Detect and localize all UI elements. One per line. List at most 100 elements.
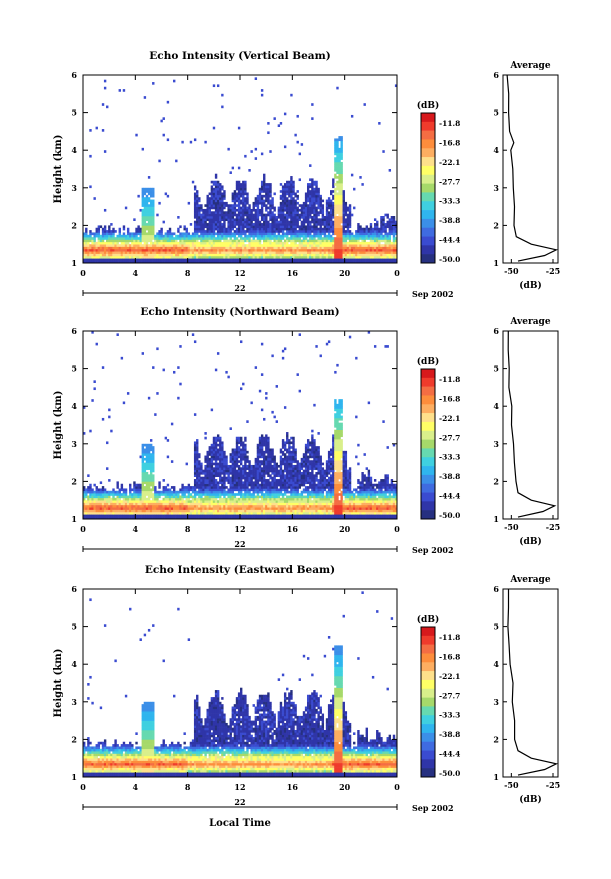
colorbar-label: -38.8 <box>439 472 460 481</box>
colorbar-label: -11.8 <box>439 633 460 642</box>
average-title: Average <box>509 317 550 327</box>
heatmap-cells <box>83 331 397 519</box>
y-tick-label: 6 <box>71 584 77 594</box>
colorbar-segment <box>421 245 435 254</box>
colorbar-segment <box>421 210 435 219</box>
colorbar-segment <box>421 751 435 760</box>
colorbar-segment <box>421 510 435 519</box>
y-tick-label: 6 <box>71 70 77 80</box>
panel-1: Echo Intensity (Vertical Beam)123456Heig… <box>53 50 560 299</box>
colorbar-label: -16.8 <box>439 138 460 147</box>
colorbar-segment <box>421 440 435 449</box>
colorbar-segment <box>421 715 435 724</box>
colorbar-segment <box>421 395 435 404</box>
date-month-label: Sep 2002 <box>412 289 454 299</box>
y-tick-label: 1 <box>71 772 77 782</box>
colorbar-segment <box>421 448 435 457</box>
colorbar-segment <box>421 689 435 698</box>
average-y-tick-label: 6 <box>493 326 499 336</box>
colorbar-segment <box>421 457 435 466</box>
average-x-tick-label: -25 <box>546 522 560 532</box>
colorbar-label: -44.4 <box>439 492 460 501</box>
colorbar-segment <box>421 733 435 742</box>
colorbar <box>421 627 435 777</box>
y-tick-label: 2 <box>71 220 77 230</box>
colorbar-segment <box>421 413 435 422</box>
average-x-label: (dB) <box>519 794 541 805</box>
average-profile-line <box>508 331 555 517</box>
x-tick-label: 16 <box>287 524 299 534</box>
colorbar-label: -16.8 <box>439 652 460 661</box>
colorbar-segment <box>421 184 435 193</box>
average-y-tick-label: 6 <box>493 70 499 80</box>
average-y-tick-label: 5 <box>493 622 499 632</box>
colorbar-segment <box>421 122 435 131</box>
colorbar-segment <box>421 219 435 228</box>
colorbar-label: -11.8 <box>439 375 460 384</box>
colorbar-segment <box>421 724 435 733</box>
average-profile-line <box>508 589 556 775</box>
colorbar-label: -11.8 <box>439 119 460 128</box>
average-y-tick-label: 2 <box>493 734 499 744</box>
colorbar-label: -33.3 <box>439 197 460 206</box>
average-y-tick-label: 6 <box>493 584 499 594</box>
colorbar-label: -44.4 <box>439 236 460 245</box>
y-tick-label: 6 <box>71 326 77 336</box>
y-axis-label: Height (km) <box>53 649 64 718</box>
average-y-tick-label: 3 <box>493 439 499 449</box>
colorbar-segment <box>421 484 435 493</box>
average-y-tick-label: 1 <box>493 258 499 268</box>
colorbar-segment <box>421 493 435 502</box>
y-tick-label: 3 <box>71 439 77 449</box>
colorbar-segment <box>421 636 435 645</box>
average-y-tick-label: 1 <box>493 772 499 782</box>
colorbar-segment <box>421 627 435 636</box>
average-title: Average <box>509 61 550 71</box>
colorbar-unit: (dB) <box>417 614 439 625</box>
colorbar-label: -50.0 <box>439 769 460 778</box>
colorbar-label: -27.7 <box>439 433 460 442</box>
y-tick-label: 4 <box>71 659 77 669</box>
colorbar <box>421 369 435 519</box>
colorbar-segment <box>421 369 435 378</box>
x-tick-label: 12 <box>234 782 245 792</box>
average-profile-line <box>507 75 556 261</box>
x-tick-label: 20 <box>339 524 351 534</box>
colorbar-segment <box>421 422 435 431</box>
y-tick-label: 4 <box>71 401 77 411</box>
x-tick-label: 20 <box>339 782 351 792</box>
heatmap-cells <box>83 591 397 777</box>
date-day-label: 22 <box>234 797 245 807</box>
x-tick-label: 20 <box>339 268 351 278</box>
y-tick-label: 3 <box>71 183 77 193</box>
average-y-tick-label: 2 <box>493 476 499 486</box>
average-x-tick-label: -25 <box>546 780 560 790</box>
average-y-tick-label: 5 <box>493 108 499 118</box>
colorbar-segment <box>421 501 435 510</box>
colorbar-label: -16.8 <box>439 394 460 403</box>
date-day-label: 22 <box>234 283 245 293</box>
average-x-tick-label: -25 <box>546 266 560 276</box>
colorbar-label: -50.0 <box>439 511 460 520</box>
colorbar-segment <box>421 228 435 237</box>
average-x-tick-label: -50 <box>504 780 519 790</box>
colorbar-label: -38.8 <box>439 216 460 225</box>
x-tick-label: 0 <box>80 524 86 534</box>
colorbar-unit: (dB) <box>417 100 439 111</box>
colorbar-label: -27.7 <box>439 177 460 186</box>
x-tick-label: 12 <box>234 524 245 534</box>
average-title: Average <box>509 575 550 585</box>
y-tick-label: 5 <box>71 622 77 632</box>
panel-title: Echo Intensity (Eastward Beam) <box>145 564 335 576</box>
average-y-tick-label: 4 <box>493 659 499 669</box>
colorbar-segment <box>421 113 435 122</box>
colorbar-segment <box>421 139 435 148</box>
y-tick-label: 5 <box>71 364 77 374</box>
x-tick-label: 8 <box>185 524 191 534</box>
colorbar <box>421 113 435 263</box>
average-y-tick-label: 4 <box>493 145 499 155</box>
colorbar-segment <box>421 157 435 166</box>
y-tick-label: 5 <box>71 108 77 118</box>
